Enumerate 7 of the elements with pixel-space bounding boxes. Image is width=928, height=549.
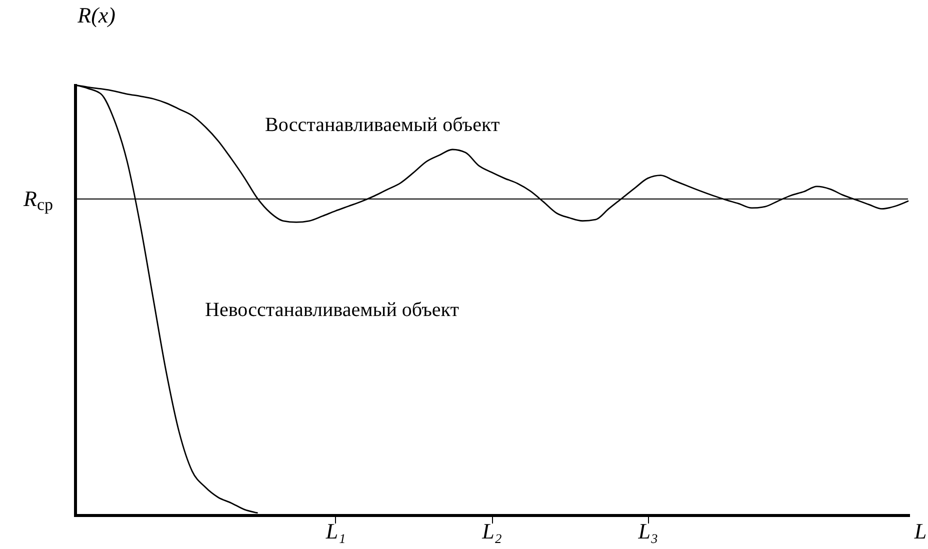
text: Невосстанавливаемый объект (205, 299, 460, 321)
x-tick-label: L₃ (637, 518, 658, 544)
x-tick-label: L₂ (481, 518, 502, 544)
y-axis-title: R(x) (76, 2, 116, 28)
x-tick-label: L₁ (324, 518, 346, 544)
x-axis-title: L (913, 518, 927, 544)
series-label: Восстанавливаемый объект (265, 114, 500, 136)
